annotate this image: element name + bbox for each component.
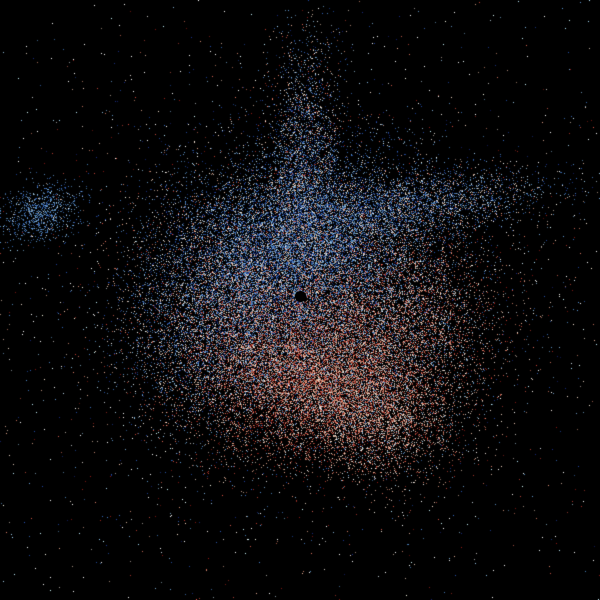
scatter-point-cloud <box>0 0 600 600</box>
scatter-plot-figure: coolwarm-diverging <box>0 0 600 600</box>
